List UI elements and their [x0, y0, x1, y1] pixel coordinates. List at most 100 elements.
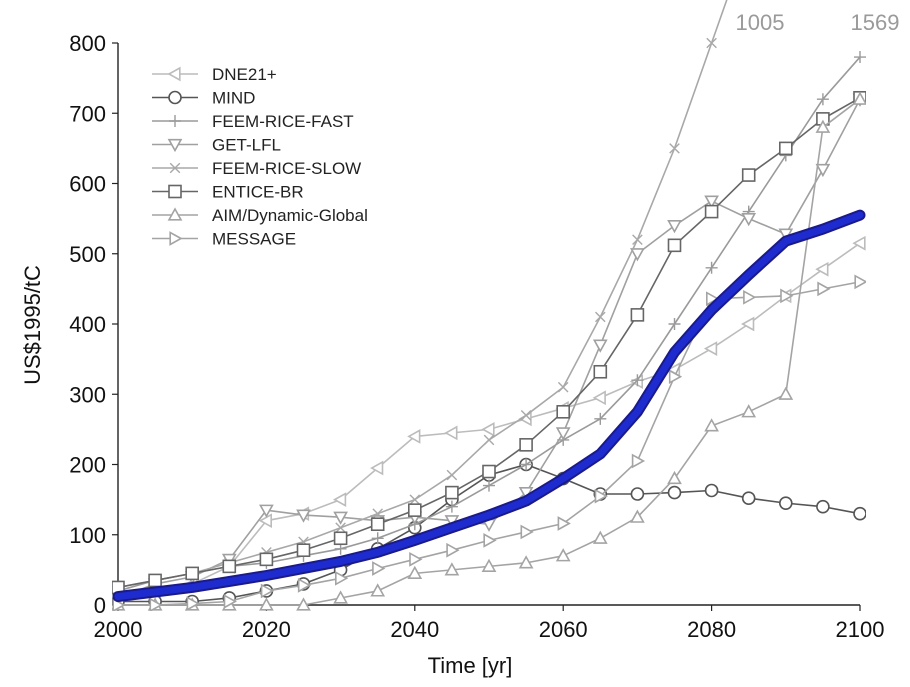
data-point: [297, 577, 312, 593]
x-tick-label: 2060: [539, 617, 588, 642]
data-point: [816, 93, 829, 106]
legend-label: AIM/Dynamic-Global: [212, 206, 368, 225]
legend-item-feem-rice-fast: FEEM-RICE-FAST: [152, 112, 354, 131]
y-tick-label: 600: [69, 172, 106, 197]
data-point: [481, 558, 497, 572]
data-point: [168, 90, 182, 105]
data-point: [148, 573, 162, 588]
data-point: [481, 422, 495, 437]
legend-label: MESSAGE: [212, 230, 296, 249]
data-point: [555, 548, 571, 562]
data-point: [222, 559, 237, 574]
data-point: [741, 213, 757, 227]
data-point: [445, 500, 458, 513]
x-axis-label: Time [yr]: [428, 653, 513, 678]
data-point: [333, 511, 348, 525]
data-point: [149, 597, 163, 611]
data-point: [520, 410, 532, 421]
data-point: [372, 561, 386, 576]
x-tick-label: 2080: [687, 617, 736, 642]
data-point: [852, 235, 866, 251]
data-point: [592, 390, 606, 406]
data-point: [668, 369, 683, 385]
data-point: [630, 487, 645, 501]
data-point: [332, 492, 347, 507]
data-point: [167, 207, 183, 221]
data-point: [483, 434, 495, 446]
legend-item-dne21: DNE21+: [152, 65, 277, 84]
data-point: [631, 453, 646, 469]
axis-ticks: 2000 2020 2040 2060 2080 2100 0 100 200 300 400 500…: [69, 31, 884, 642]
data-point: [260, 583, 275, 599]
data-point: [853, 506, 866, 521]
data-point: [778, 496, 793, 510]
data-point: [167, 138, 183, 153]
data-point: [407, 429, 421, 444]
data-point: [592, 339, 608, 353]
data-point: [815, 119, 831, 133]
data-point: [259, 597, 274, 611]
data-point: [815, 261, 829, 277]
legend-item-message: MESSAGE: [152, 230, 296, 249]
legend: DNE21+ MIND FEEM-RICE-FAST GET-LFL FEEM-RICE…: [152, 65, 368, 249]
data-point: [333, 531, 348, 546]
data-point: [259, 552, 274, 567]
y-tick-label: 300: [69, 382, 106, 407]
data-point: [371, 532, 384, 545]
data-point: [482, 464, 496, 479]
data-point: [169, 115, 181, 127]
data-point: [632, 234, 643, 245]
data-point: [409, 551, 423, 567]
data-point: [370, 460, 384, 476]
data-point: [444, 425, 458, 441]
data-point: [186, 596, 200, 611]
data-point: [704, 483, 719, 498]
y-tick-label: 100: [69, 523, 106, 548]
data-point: [335, 522, 346, 534]
data-point: [743, 289, 757, 305]
data-point: [852, 91, 866, 105]
data-point: [667, 485, 682, 500]
data-point: [223, 594, 237, 609]
data-point: [446, 542, 460, 558]
data-point: [741, 316, 755, 332]
data-point: [296, 509, 311, 523]
data-point: [667, 470, 682, 485]
data-point: [780, 288, 794, 304]
data-point: [594, 412, 607, 425]
data-point: [557, 381, 569, 393]
legend-label: MIND: [212, 89, 255, 108]
data-point: [816, 499, 830, 514]
data-point: [557, 516, 571, 531]
data-point: [185, 566, 199, 581]
legend-item-entice-br: ENTICE-BR: [152, 183, 304, 202]
data-point: [704, 204, 719, 219]
series-highlight: [112, 209, 866, 603]
data-point: [778, 141, 793, 156]
data-point: [817, 281, 831, 297]
data-point: [520, 524, 534, 540]
data-point: [595, 311, 606, 323]
data-point: [706, 37, 717, 49]
data-point: [167, 66, 181, 82]
data-point: [518, 555, 534, 569]
data-point: [741, 168, 756, 182]
legend-label: ENTICE-BR: [212, 183, 304, 202]
x-tick-label: 2000: [94, 617, 143, 642]
data-point: [372, 508, 383, 519]
y-tick-label: 800: [69, 31, 106, 56]
data-point: [296, 543, 311, 558]
data-point: [370, 583, 386, 597]
legend-item-feem-rice-slow: FEEM-RICE-SLOW: [152, 159, 361, 178]
data-point: [854, 274, 866, 290]
y-axis-label: US$1995/tC: [20, 265, 45, 385]
data-point: [409, 494, 421, 505]
data-point: [258, 513, 273, 529]
data-point: [169, 231, 183, 246]
legend-label: GET-LFL: [212, 136, 281, 155]
data-point: [296, 597, 311, 611]
data-point: [592, 530, 608, 544]
y-tick-label: 700: [69, 101, 106, 126]
y-tick-label: 0: [94, 593, 106, 618]
x-tick-label: 2100: [836, 617, 885, 642]
